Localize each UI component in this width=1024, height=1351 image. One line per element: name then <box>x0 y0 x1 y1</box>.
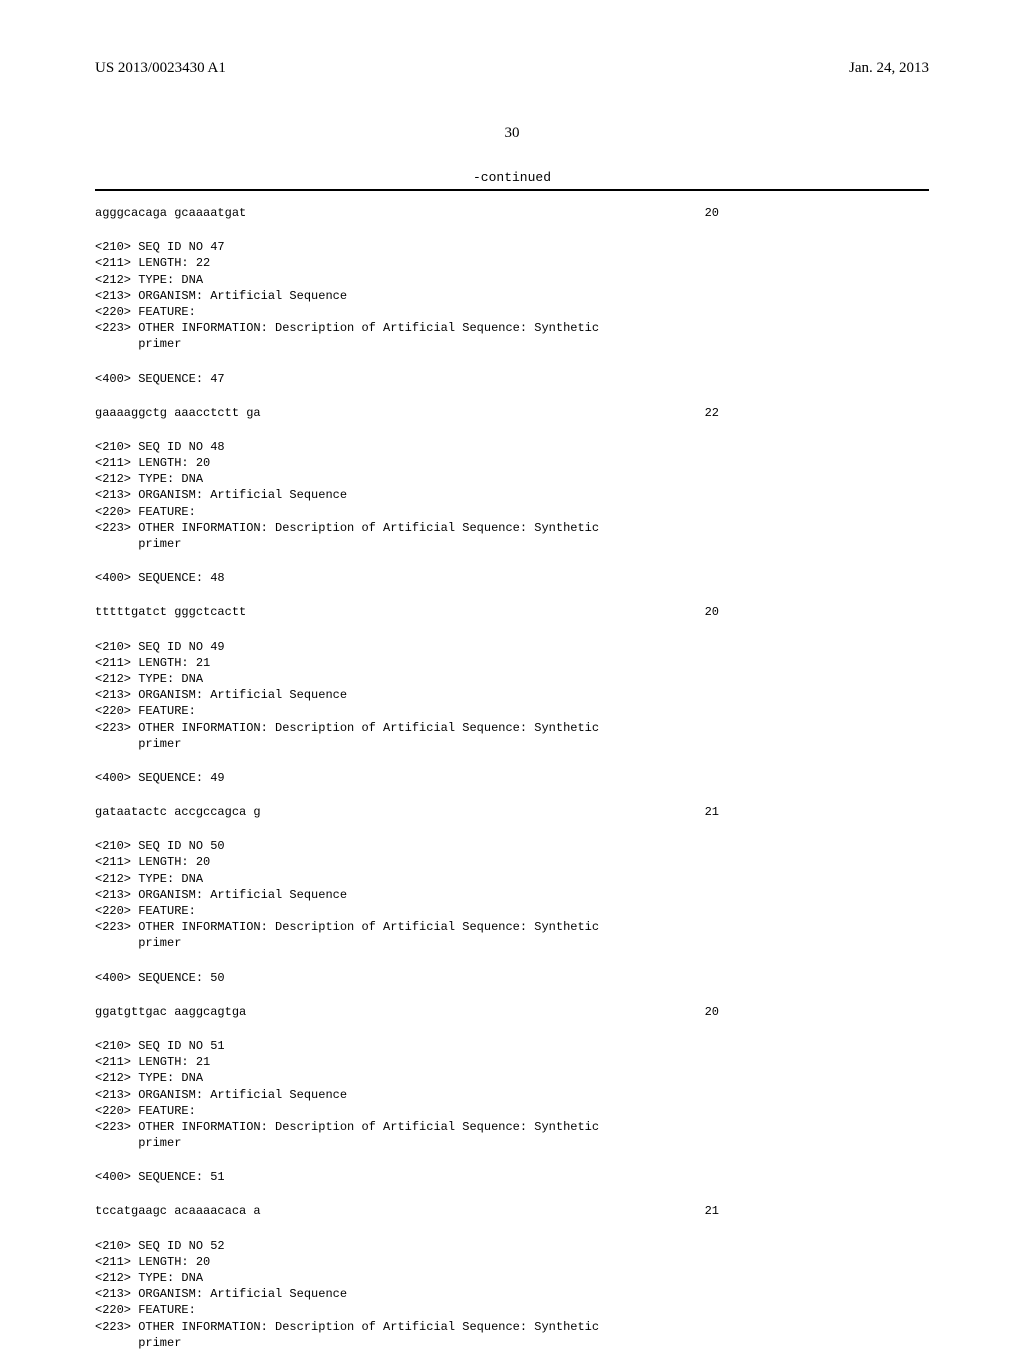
sequence-label: <400> SEQUENCE: 51 <box>95 1169 929 1185</box>
sequence-label: <400> SEQUENCE: 47 <box>95 371 929 387</box>
sequence-row: tttttgatct gggctcactt 20 <box>95 604 929 620</box>
sequence-length: 22 <box>705 405 929 421</box>
seq-header-line: <213> ORGANISM: Artificial Sequence <box>95 288 929 304</box>
seq-entry: <210> SEQ ID NO 49 <211> LENGTH: 21 <212… <box>95 639 929 752</box>
seq-header-line: <223> OTHER INFORMATION: Description of … <box>95 1319 929 1335</box>
seq-header-line: <213> ORGANISM: Artificial Sequence <box>95 1286 929 1302</box>
seq-header-line: <220> FEATURE: <box>95 1103 929 1119</box>
seq-header-line: primer <box>95 1335 929 1351</box>
sequence-length: 20 <box>705 205 929 221</box>
sequence-text: ggatgttgac aaggcagtga <box>95 1004 246 1020</box>
sequence-row: agggcacaga gcaaaatgat 20 <box>95 205 929 221</box>
seq-header-line: <213> ORGANISM: Artificial Sequence <box>95 687 929 703</box>
seq-header-line: <212> TYPE: DNA <box>95 1270 929 1286</box>
horizontal-rule <box>95 189 929 191</box>
sequence-label: <400> SEQUENCE: 50 <box>95 970 929 986</box>
seq-header-line: primer <box>95 736 929 752</box>
seq-header-line: <213> ORGANISM: Artificial Sequence <box>95 1087 929 1103</box>
seq-header-line: <211> LENGTH: 21 <box>95 655 929 671</box>
seq-header-line: <212> TYPE: DNA <box>95 671 929 687</box>
page-header: US 2013/0023430 A1 Jan. 24, 2013 <box>95 60 929 77</box>
sequence-length: 21 <box>705 1203 929 1219</box>
seq-header-line: primer <box>95 536 929 552</box>
seq-header-line: <210> SEQ ID NO 48 <box>95 439 929 455</box>
publication-date: Jan. 24, 2013 <box>849 60 929 77</box>
patent-page: US 2013/0023430 A1 Jan. 24, 2013 30 -con… <box>0 0 1024 1320</box>
seq-header-line: <220> FEATURE: <box>95 703 929 719</box>
seq-header-line: <220> FEATURE: <box>95 903 929 919</box>
seq-header-line: <212> TYPE: DNA <box>95 1070 929 1086</box>
seq-header-line: <210> SEQ ID NO 51 <box>95 1038 929 1054</box>
seq-header-line: primer <box>95 1135 929 1151</box>
seq-entry: <210> SEQ ID NO 52 <211> LENGTH: 20 <212… <box>95 1238 929 1351</box>
sequence-text: agggcacaga gcaaaatgat <box>95 205 246 221</box>
sequence-text: tccatgaagc acaaaacaca a <box>95 1203 261 1219</box>
sequence-row: gataatactc accgccagca g 21 <box>95 804 929 820</box>
sequence-length: 21 <box>705 804 929 820</box>
seq-header-line: <223> OTHER INFORMATION: Description of … <box>95 720 929 736</box>
seq-entry: <210> SEQ ID NO 48 <211> LENGTH: 20 <212… <box>95 439 929 552</box>
seq-header-line: <210> SEQ ID NO 50 <box>95 838 929 854</box>
sequence-length: 20 <box>705 604 929 620</box>
seq-header-line: <211> LENGTH: 20 <box>95 854 929 870</box>
seq-header-line: primer <box>95 935 929 951</box>
seq-header-line: <210> SEQ ID NO 49 <box>95 639 929 655</box>
sequence-label: <400> SEQUENCE: 49 <box>95 770 929 786</box>
seq-header-line: <223> OTHER INFORMATION: Description of … <box>95 1119 929 1135</box>
seq-header-line: <210> SEQ ID NO 47 <box>95 239 929 255</box>
sequence-text: tttttgatct gggctcactt <box>95 604 246 620</box>
seq-header-line: <220> FEATURE: <box>95 1302 929 1318</box>
seq-header-line: <211> LENGTH: 22 <box>95 255 929 271</box>
seq-entry: <210> SEQ ID NO 47 <211> LENGTH: 22 <212… <box>95 239 929 352</box>
sequence-length: 20 <box>705 1004 929 1020</box>
seq-header-line: <212> TYPE: DNA <box>95 871 929 887</box>
seq-header-line: <210> SEQ ID NO 52 <box>95 1238 929 1254</box>
page-number: 30 <box>95 125 929 142</box>
seq-header-line: <220> FEATURE: <box>95 304 929 320</box>
sequence-row: ggatgttgac aaggcagtga 20 <box>95 1004 929 1020</box>
seq-header-line: <211> LENGTH: 21 <box>95 1054 929 1070</box>
seq-header-line: <212> TYPE: DNA <box>95 471 929 487</box>
seq-header-line: primer <box>95 336 929 352</box>
seq-header-line: <220> FEATURE: <box>95 504 929 520</box>
seq-header-line: <212> TYPE: DNA <box>95 272 929 288</box>
seq-header-line: <223> OTHER INFORMATION: Description of … <box>95 919 929 935</box>
seq-header-line: <211> LENGTH: 20 <box>95 1254 929 1270</box>
seq-header-line: <213> ORGANISM: Artificial Sequence <box>95 487 929 503</box>
seq-entry: <210> SEQ ID NO 50 <211> LENGTH: 20 <212… <box>95 838 929 951</box>
sequence-text: gaaaaggctg aaacctctt ga <box>95 405 261 421</box>
seq-header-line: <213> ORGANISM: Artificial Sequence <box>95 887 929 903</box>
sequence-label: <400> SEQUENCE: 48 <box>95 570 929 586</box>
sequence-row: tccatgaagc acaaaacaca a 21 <box>95 1203 929 1219</box>
continued-label: -continued <box>95 170 929 185</box>
seq-header-line: <223> OTHER INFORMATION: Description of … <box>95 320 929 336</box>
sequence-row: gaaaaggctg aaacctctt ga 22 <box>95 405 929 421</box>
publication-number: US 2013/0023430 A1 <box>95 60 226 77</box>
seq-entry: <210> SEQ ID NO 51 <211> LENGTH: 21 <212… <box>95 1038 929 1151</box>
sequence-text: gataatactc accgccagca g <box>95 804 261 820</box>
seq-header-line: <211> LENGTH: 20 <box>95 455 929 471</box>
seq-header-line: <223> OTHER INFORMATION: Description of … <box>95 520 929 536</box>
